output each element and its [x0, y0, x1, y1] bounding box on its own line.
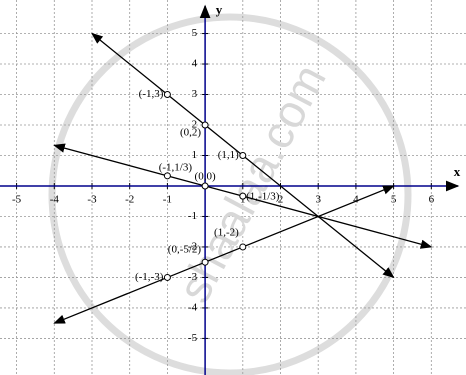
x-tick-label: -2 [125, 194, 134, 206]
y-tick-label: -4 [188, 301, 198, 313]
point-label: (1,1) [218, 149, 239, 161]
point-label: (0,-5/2) [168, 244, 202, 256]
x-tick-label: -1 [163, 194, 172, 206]
point-label: (1,-2) [214, 226, 239, 238]
x-axis-label: x [454, 164, 461, 179]
point-label: (0,0) [195, 171, 216, 183]
point-label: (-1,3) [139, 88, 164, 100]
point-marker [201, 182, 209, 190]
y-axis-label: y [216, 2, 223, 17]
y-tick-label: 1 [192, 149, 198, 161]
y-tick-label: 3 [192, 88, 198, 100]
point-marker [239, 151, 247, 159]
point-label: (1,-1/3) [246, 191, 280, 203]
point-marker [239, 243, 247, 251]
x-tick-label: 6 [429, 194, 435, 206]
point-label: (-1,1/3) [159, 161, 193, 173]
x-tick-label: -5 [12, 194, 22, 206]
point-label: (0,2) [180, 127, 201, 139]
x-tick-label: -4 [50, 194, 60, 206]
y-tick-label: 5 [192, 27, 198, 39]
y-tick-label: 4 [192, 58, 198, 70]
point-label: (-1,-3) [135, 271, 164, 283]
point-marker [201, 121, 209, 129]
point-marker [163, 172, 171, 180]
x-tick-label: -3 [87, 194, 97, 206]
point-marker [201, 258, 209, 266]
y-tick-label: -5 [188, 332, 198, 344]
y-tick-label: -3 [188, 271, 198, 283]
x-tick-label: 4 [353, 194, 359, 206]
point-marker [163, 91, 171, 99]
point-marker [239, 192, 247, 200]
x-tick-label: 5 [391, 194, 397, 206]
point-marker [163, 273, 171, 281]
y-tick-label: -1 [188, 210, 197, 222]
x-tick-label: 3 [315, 194, 321, 206]
